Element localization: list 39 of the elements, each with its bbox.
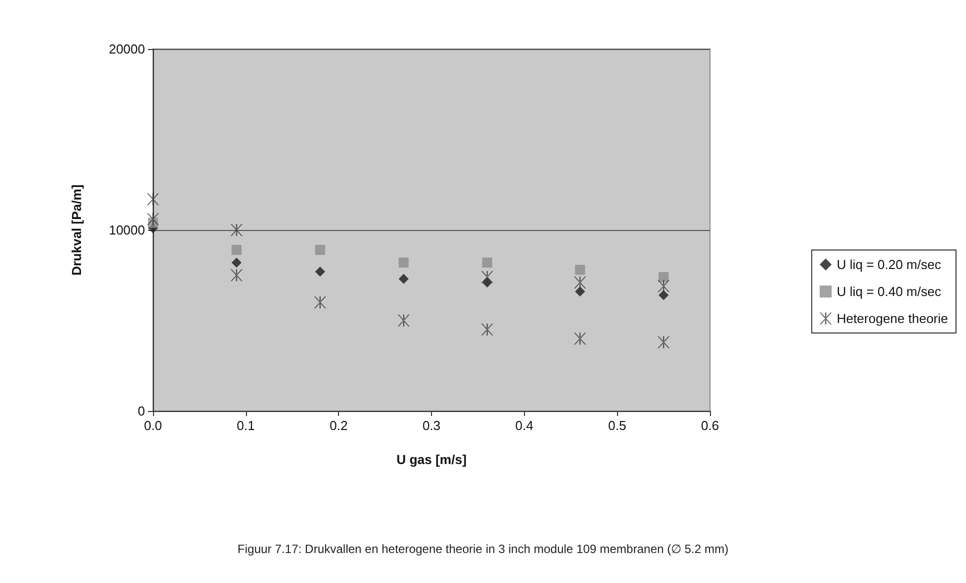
y-tick-label: 20000: [108, 42, 145, 56]
point: [398, 314, 410, 326]
y-tick-label: 10000: [108, 222, 145, 238]
y-axis-title: Drukval [Pa/m]: [69, 184, 84, 276]
x-tick-label: 0.5: [608, 418, 626, 433]
x-tick-label: 0.2: [330, 418, 348, 433]
point: [232, 258, 242, 268]
point: [230, 269, 243, 282]
text: Figuur 7.17: Drukvallen en heterogene theorie in 3 inch module 109 membranen (∅ 5.2 mm): [238, 542, 728, 556]
point: [147, 213, 159, 226]
point: [658, 272, 669, 282]
x-tick-label: 0.4: [515, 418, 534, 433]
x-tick-label: 0.1: [236, 418, 255, 433]
legend-label: U liq = 0.20 m/sec: [836, 257, 942, 272]
point: [574, 276, 586, 288]
point: [658, 336, 670, 348]
point: [398, 274, 409, 284]
y-tick-label: 0: [138, 404, 145, 418]
legend-label: Heterogene theorie: [836, 311, 948, 326]
point: [658, 280, 670, 292]
point: [575, 286, 586, 297]
point: [575, 264, 586, 275]
x-axis-title: U gas [m/s]: [396, 452, 467, 467]
point: [314, 296, 326, 308]
point: [658, 290, 669, 300]
point: [574, 332, 586, 345]
x-tick-label: 0.3: [422, 418, 441, 433]
legend-label: U liq = 0.40 m/sec: [836, 284, 942, 299]
point: [147, 193, 159, 206]
x-tick-label: 0.0: [144, 418, 162, 433]
point: [315, 266, 326, 277]
point: [482, 258, 492, 268]
point: [230, 224, 243, 236]
x-tick-label: 0.6: [700, 418, 720, 433]
point: [398, 258, 409, 268]
point: [481, 271, 494, 284]
point: [481, 324, 494, 336]
point: [232, 244, 242, 255]
point: [315, 244, 326, 255]
